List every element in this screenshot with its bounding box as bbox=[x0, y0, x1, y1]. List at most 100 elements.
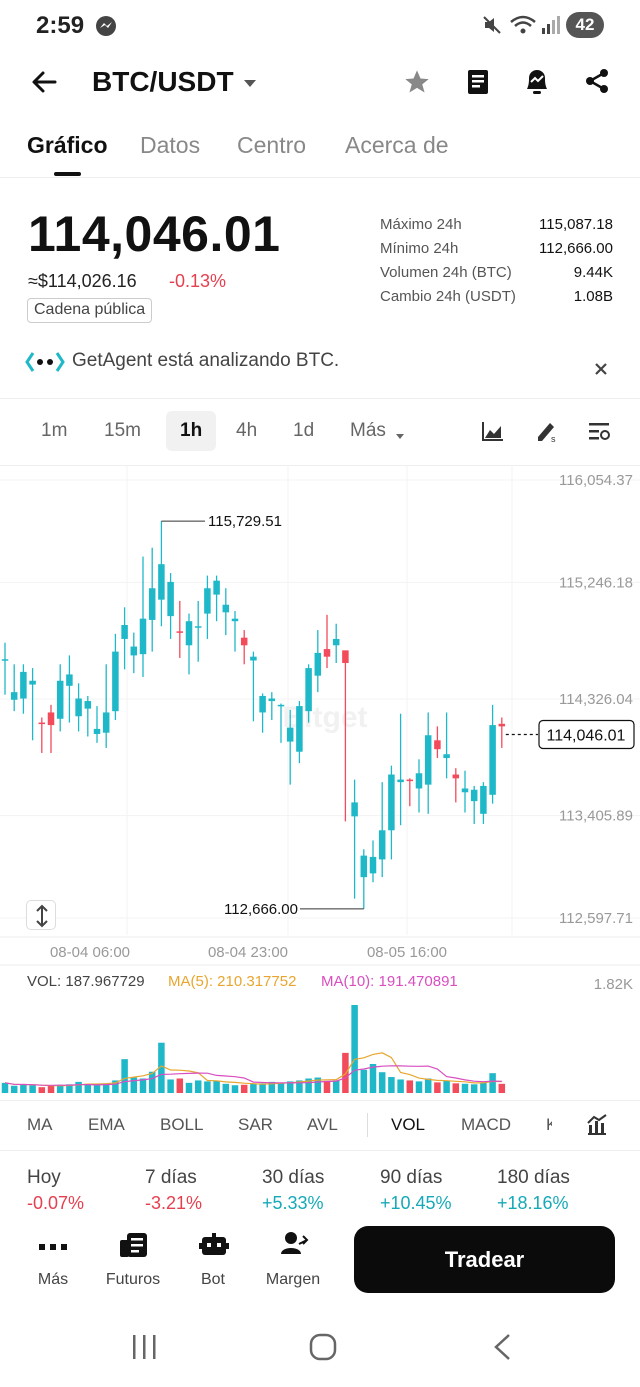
tab-datos[interactable]: Datos bbox=[140, 132, 201, 158]
candlestick-chart[interactable]: Bitget 116,054.37 115,246.18 114,326.04 113… bbox=[0, 465, 640, 1105]
notebook-icon[interactable] bbox=[465, 68, 491, 101]
nav-margen[interactable]: Margen bbox=[265, 1271, 321, 1288]
caret-down-icon[interactable] bbox=[395, 428, 405, 446]
candle-body bbox=[84, 701, 92, 709]
back-nav-icon[interactable] bbox=[492, 1333, 512, 1366]
candle-body bbox=[204, 588, 211, 614]
y-tick-label: 112,597.71 bbox=[559, 910, 633, 927]
candle-body bbox=[47, 712, 55, 726]
candle-body bbox=[29, 680, 36, 685]
candle-body bbox=[240, 637, 248, 646]
share-icon[interactable] bbox=[583, 67, 611, 100]
agent-banner[interactable]: GetAgent está analizando BTC. bbox=[0, 345, 640, 385]
volume-bar bbox=[167, 1079, 174, 1093]
futures-icon[interactable] bbox=[119, 1232, 149, 1263]
tab-grafico[interactable]: Gráfico bbox=[27, 132, 108, 158]
bot-icon[interactable] bbox=[199, 1232, 229, 1263]
nav-mas[interactable]: Más bbox=[37, 1271, 69, 1288]
volume-bar bbox=[452, 1083, 460, 1093]
volume-bar bbox=[369, 1063, 377, 1093]
volume-bar bbox=[130, 1077, 138, 1093]
close-icon[interactable] bbox=[594, 362, 608, 381]
svg-text:s: s bbox=[551, 434, 556, 443]
volume-bar bbox=[240, 1084, 248, 1093]
volume-bar bbox=[443, 1080, 450, 1093]
timeframe-more[interactable]: Más bbox=[350, 420, 386, 441]
volume-bar bbox=[38, 1087, 46, 1093]
caret-down-icon[interactable] bbox=[243, 76, 257, 94]
drawing-tool-icon[interactable]: s bbox=[534, 419, 560, 448]
volume-bar bbox=[75, 1081, 82, 1093]
timeframe-1m[interactable]: 1m bbox=[41, 420, 68, 441]
indicator-tab-sar[interactable]: SAR bbox=[238, 1115, 273, 1134]
trade-button[interactable]: Tradear bbox=[354, 1226, 615, 1293]
recent-apps-icon[interactable] bbox=[131, 1334, 159, 1365]
perf-today-label: Hoy bbox=[27, 1167, 61, 1188]
candle-body bbox=[222, 604, 230, 613]
volume-bar bbox=[314, 1077, 322, 1093]
timeframe-1d[interactable]: 1d bbox=[293, 420, 315, 441]
candle-body bbox=[167, 581, 174, 617]
tab-acerca-de[interactable]: Acerca de bbox=[345, 132, 449, 158]
indicator-tab-vol[interactable]: VOL bbox=[391, 1115, 426, 1134]
volume-bar bbox=[231, 1085, 239, 1093]
candle-body bbox=[158, 564, 165, 600]
divider bbox=[0, 1150, 640, 1151]
last-price-tag: 114,046.01 bbox=[547, 727, 626, 744]
candle-body bbox=[461, 788, 469, 793]
timeframe-15m[interactable]: 15m bbox=[104, 420, 141, 441]
stat-low-value: 112,666.00 bbox=[539, 240, 613, 257]
battery-level: 42 bbox=[575, 15, 595, 34]
candle-body bbox=[305, 668, 312, 712]
nav-bot[interactable]: Bot bbox=[200, 1271, 225, 1288]
volume-bar bbox=[259, 1083, 266, 1093]
indicator-tab-boll[interactable]: BOLL bbox=[160, 1115, 204, 1134]
battery-icon: 42 bbox=[566, 12, 604, 38]
stat-turnover-label: Cambio 24h (USDT) bbox=[380, 288, 516, 305]
perf-180d-label: 180 días bbox=[497, 1167, 570, 1188]
timeframe-4h[interactable]: 4h bbox=[236, 420, 258, 441]
more-dots-icon[interactable] bbox=[38, 1240, 68, 1258]
margin-icon[interactable] bbox=[279, 1230, 309, 1263]
indicator-settings-icon[interactable] bbox=[585, 1113, 609, 1142]
chain-badge[interactable]: Cadena pública bbox=[27, 298, 153, 323]
signal-icon bbox=[541, 14, 561, 41]
indicator-tab-avl[interactable]: AVL bbox=[307, 1115, 338, 1134]
candle-body bbox=[277, 704, 285, 707]
divider bbox=[0, 1100, 640, 1101]
perf-30d-value: +5.33% bbox=[262, 1193, 324, 1213]
candle-body bbox=[139, 618, 147, 655]
timeframe-1h[interactable]: 1h bbox=[180, 420, 203, 441]
perf-180d-value: +18.16% bbox=[497, 1193, 569, 1213]
volume-bar bbox=[415, 1081, 423, 1093]
candle-body bbox=[250, 656, 257, 661]
indicator-separator bbox=[367, 1113, 368, 1137]
candle-body bbox=[489, 725, 496, 795]
ma10-label: MA(10): 191.470891 bbox=[321, 973, 458, 990]
back-arrow-icon[interactable] bbox=[30, 68, 58, 101]
indicator-tab-ma[interactable]: MA bbox=[27, 1115, 53, 1134]
chart-settings-icon[interactable] bbox=[587, 420, 611, 447]
candle-body bbox=[498, 723, 506, 727]
candle-body bbox=[369, 856, 377, 874]
vertical-scale-toggle[interactable] bbox=[26, 900, 56, 930]
indicator-tab-ema[interactable]: EMA bbox=[88, 1115, 125, 1134]
tab-centro[interactable]: Centro bbox=[237, 132, 307, 158]
indicator-tab-macd[interactable]: MACD bbox=[461, 1115, 512, 1134]
home-icon[interactable] bbox=[309, 1333, 337, 1366]
volume-bar bbox=[378, 1072, 386, 1093]
chart-type-icon[interactable] bbox=[481, 420, 505, 447]
indicator-tab-k[interactable]: K bbox=[546, 1115, 552, 1134]
volume-bar bbox=[480, 1082, 487, 1093]
candle-body bbox=[10, 692, 18, 700]
pair-title[interactable]: BTC/USDT bbox=[92, 66, 234, 97]
price-alert-icon[interactable] bbox=[523, 67, 551, 102]
candle-body bbox=[121, 625, 128, 639]
candle-body bbox=[231, 618, 239, 622]
volume-bar bbox=[158, 1042, 165, 1093]
star-icon[interactable] bbox=[403, 68, 431, 101]
y-axis-ticks: 116,054.37 115,246.18 114,326.04 113,405.89… bbox=[559, 472, 633, 927]
volume-max-label: 1.82K bbox=[594, 976, 633, 993]
nav-futuros[interactable]: Futuros bbox=[105, 1271, 161, 1288]
x-axis-ticks: 08-04 06:00 08-04 23:00 08-05 16:00 bbox=[50, 944, 447, 961]
